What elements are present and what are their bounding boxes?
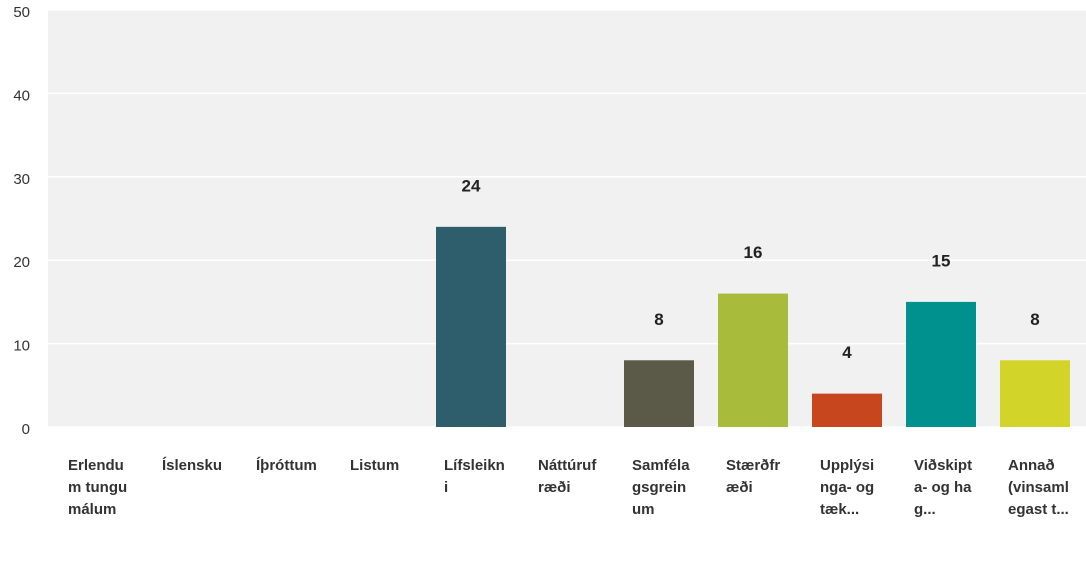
value-label: 8 <box>1030 310 1039 329</box>
y-tick-label: 10 <box>13 338 30 355</box>
x-tick-label: Upplýsinga- og tæk... <box>820 457 875 518</box>
value-label: 16 <box>744 243 763 262</box>
x-tick-label: Viðskipta- og hag... <box>914 457 973 518</box>
x-tick-label: Íþróttum <box>256 457 317 474</box>
bar <box>718 293 788 427</box>
x-tick-label: Stærðfræði <box>726 457 781 496</box>
y-tick-label: 30 <box>13 171 30 188</box>
x-tick-label: Lífsleikni <box>444 457 505 496</box>
y-tick-label: 40 <box>13 87 30 104</box>
x-tick-label: Erlendum tungumálum <box>68 457 128 518</box>
bar <box>436 226 506 427</box>
y-tick-label: 20 <box>13 254 30 271</box>
value-label: 15 <box>932 251 951 270</box>
bar <box>812 393 882 427</box>
value-label: 24 <box>462 176 481 195</box>
bar <box>906 301 976 427</box>
y-tick-label: 0 <box>22 421 30 438</box>
value-label: 8 <box>654 310 663 329</box>
value-label: 4 <box>842 343 852 362</box>
bar <box>624 360 694 427</box>
y-tick-label: 50 <box>13 4 30 21</box>
x-tick-label: Annað (vinsamlegast t... <box>1008 457 1069 518</box>
x-tick-label: Íslensku <box>162 457 223 474</box>
bar <box>1000 360 1070 427</box>
x-tick-label: Náttúrufræði <box>538 457 597 496</box>
x-tick-label: Listum <box>350 457 400 474</box>
x-tick-label: Samfélagsgreinum <box>632 457 690 518</box>
